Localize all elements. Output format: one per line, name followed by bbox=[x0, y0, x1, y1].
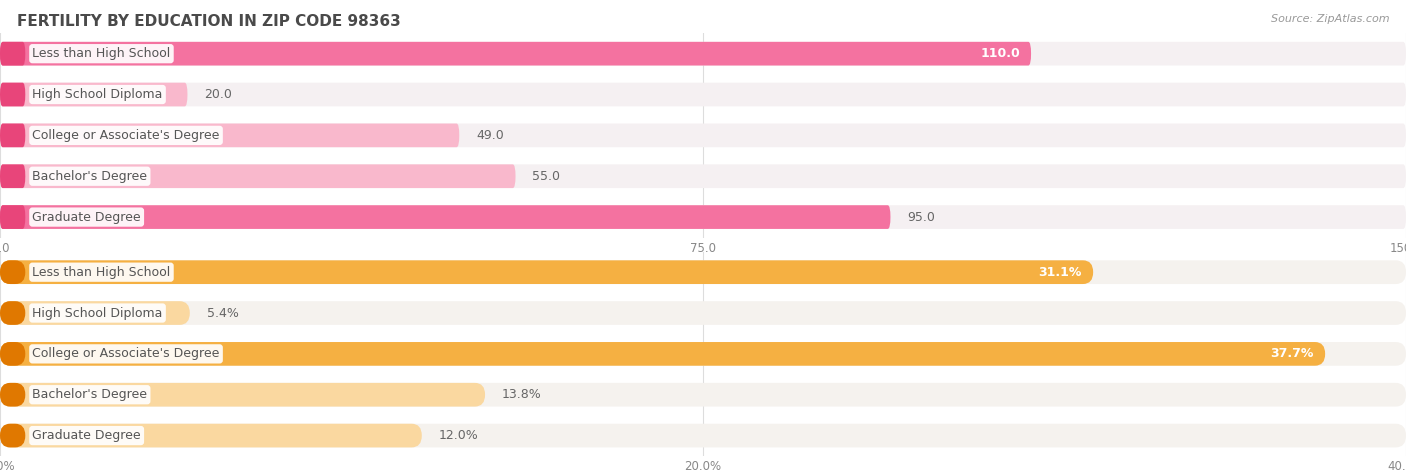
FancyBboxPatch shape bbox=[0, 124, 1406, 147]
Text: Bachelor's Degree: Bachelor's Degree bbox=[32, 388, 148, 401]
Text: Bachelor's Degree: Bachelor's Degree bbox=[32, 170, 148, 183]
FancyBboxPatch shape bbox=[0, 424, 1406, 447]
Text: 110.0: 110.0 bbox=[980, 47, 1019, 60]
FancyBboxPatch shape bbox=[0, 83, 25, 106]
FancyBboxPatch shape bbox=[0, 342, 1324, 366]
FancyBboxPatch shape bbox=[0, 205, 890, 229]
FancyBboxPatch shape bbox=[0, 383, 25, 407]
FancyBboxPatch shape bbox=[0, 83, 187, 106]
Text: Source: ZipAtlas.com: Source: ZipAtlas.com bbox=[1271, 14, 1389, 24]
Text: 13.8%: 13.8% bbox=[502, 388, 541, 401]
FancyBboxPatch shape bbox=[0, 301, 1406, 325]
FancyBboxPatch shape bbox=[0, 42, 1031, 66]
Text: 37.7%: 37.7% bbox=[1271, 347, 1313, 361]
FancyBboxPatch shape bbox=[0, 124, 25, 147]
Text: College or Associate's Degree: College or Associate's Degree bbox=[32, 129, 219, 142]
Text: High School Diploma: High School Diploma bbox=[32, 306, 163, 320]
FancyBboxPatch shape bbox=[0, 42, 25, 66]
FancyBboxPatch shape bbox=[0, 260, 1406, 284]
FancyBboxPatch shape bbox=[0, 205, 1406, 229]
Text: 20.0: 20.0 bbox=[204, 88, 232, 101]
Text: Graduate Degree: Graduate Degree bbox=[32, 429, 141, 442]
Text: FERTILITY BY EDUCATION IN ZIP CODE 98363: FERTILITY BY EDUCATION IN ZIP CODE 98363 bbox=[17, 14, 401, 29]
FancyBboxPatch shape bbox=[0, 383, 1406, 407]
FancyBboxPatch shape bbox=[0, 42, 1406, 66]
Text: 49.0: 49.0 bbox=[477, 129, 503, 142]
Text: 12.0%: 12.0% bbox=[439, 429, 478, 442]
Text: College or Associate's Degree: College or Associate's Degree bbox=[32, 347, 219, 361]
FancyBboxPatch shape bbox=[0, 342, 1406, 366]
FancyBboxPatch shape bbox=[0, 205, 25, 229]
FancyBboxPatch shape bbox=[0, 424, 25, 447]
FancyBboxPatch shape bbox=[0, 424, 422, 447]
FancyBboxPatch shape bbox=[0, 260, 25, 284]
FancyBboxPatch shape bbox=[0, 83, 1406, 106]
FancyBboxPatch shape bbox=[0, 383, 485, 407]
FancyBboxPatch shape bbox=[0, 164, 25, 188]
FancyBboxPatch shape bbox=[0, 164, 516, 188]
FancyBboxPatch shape bbox=[0, 260, 1094, 284]
Text: 31.1%: 31.1% bbox=[1039, 266, 1083, 279]
FancyBboxPatch shape bbox=[0, 342, 25, 366]
Text: 5.4%: 5.4% bbox=[207, 306, 239, 320]
FancyBboxPatch shape bbox=[0, 301, 25, 325]
FancyBboxPatch shape bbox=[0, 124, 460, 147]
Text: 55.0: 55.0 bbox=[533, 170, 561, 183]
Text: 95.0: 95.0 bbox=[907, 210, 935, 224]
Text: Graduate Degree: Graduate Degree bbox=[32, 210, 141, 224]
Text: Less than High School: Less than High School bbox=[32, 266, 170, 279]
Text: Less than High School: Less than High School bbox=[32, 47, 170, 60]
FancyBboxPatch shape bbox=[0, 164, 1406, 188]
Text: High School Diploma: High School Diploma bbox=[32, 88, 163, 101]
FancyBboxPatch shape bbox=[0, 301, 190, 325]
